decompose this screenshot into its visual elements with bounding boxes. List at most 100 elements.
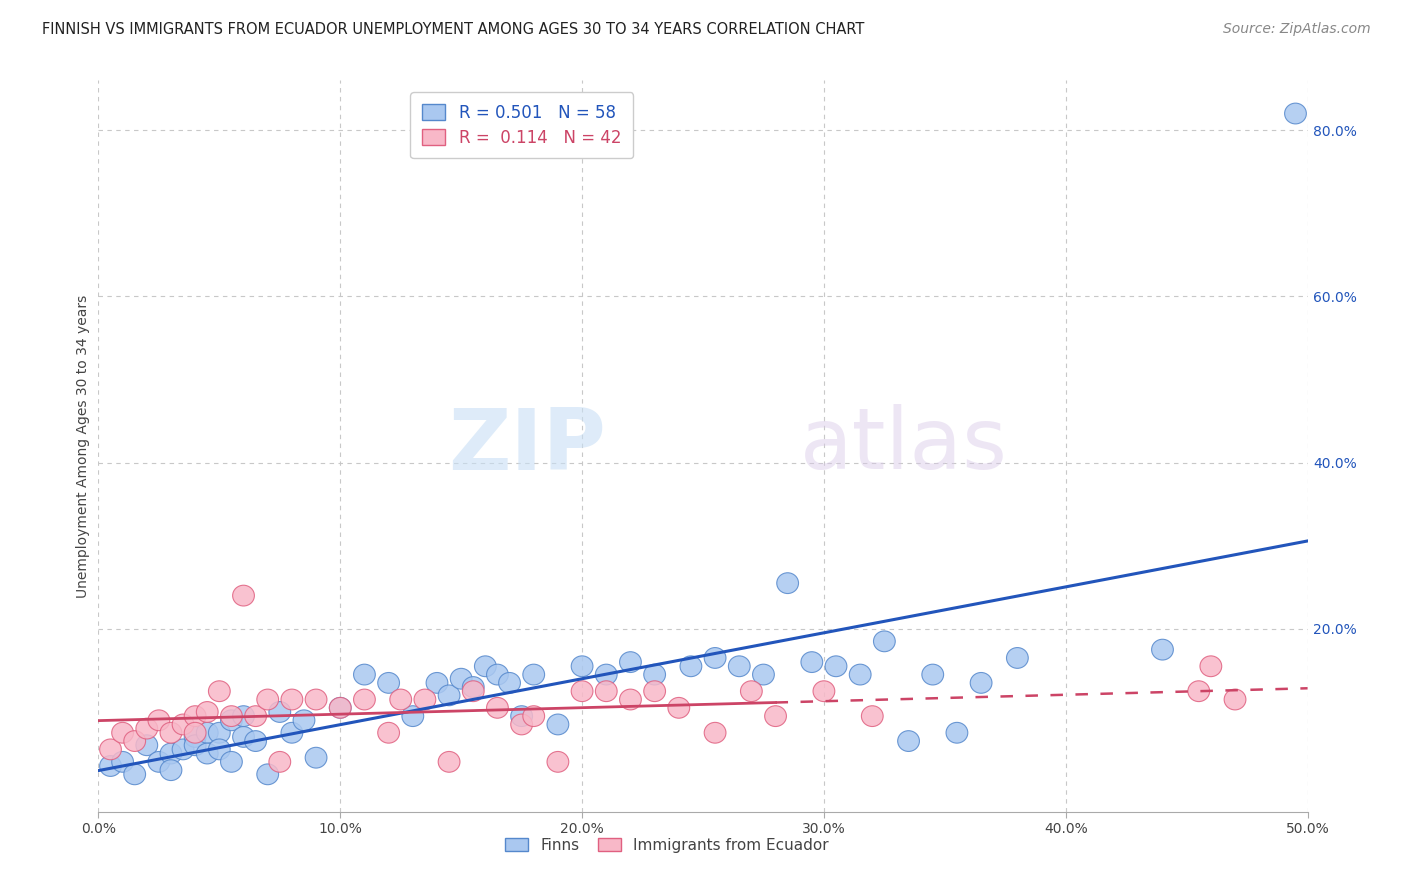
Ellipse shape [439, 685, 460, 706]
Ellipse shape [353, 665, 375, 685]
Ellipse shape [1199, 656, 1222, 677]
Ellipse shape [439, 751, 460, 772]
Ellipse shape [245, 706, 267, 726]
Ellipse shape [873, 631, 896, 652]
Ellipse shape [704, 723, 725, 743]
Ellipse shape [523, 706, 544, 726]
Ellipse shape [922, 665, 943, 685]
Ellipse shape [172, 739, 194, 760]
Ellipse shape [413, 690, 436, 710]
Legend: Finns, Immigrants from Ecuador: Finns, Immigrants from Ecuador [499, 831, 835, 859]
Ellipse shape [402, 706, 423, 726]
Ellipse shape [269, 702, 291, 723]
Ellipse shape [305, 747, 328, 768]
Ellipse shape [136, 718, 157, 739]
Ellipse shape [329, 698, 352, 718]
Ellipse shape [100, 756, 121, 776]
Ellipse shape [389, 690, 412, 710]
Ellipse shape [221, 751, 242, 772]
Ellipse shape [221, 706, 242, 726]
Ellipse shape [681, 656, 702, 677]
Ellipse shape [571, 656, 593, 677]
Ellipse shape [523, 665, 544, 685]
Ellipse shape [897, 731, 920, 751]
Ellipse shape [510, 714, 533, 735]
Ellipse shape [221, 710, 242, 731]
Ellipse shape [124, 764, 146, 785]
Ellipse shape [1007, 648, 1028, 668]
Ellipse shape [1152, 640, 1174, 660]
Ellipse shape [160, 743, 181, 764]
Ellipse shape [305, 690, 328, 710]
Ellipse shape [849, 665, 872, 685]
Ellipse shape [281, 690, 302, 710]
Ellipse shape [100, 739, 121, 760]
Ellipse shape [257, 764, 278, 785]
Ellipse shape [510, 706, 533, 726]
Ellipse shape [595, 665, 617, 685]
Ellipse shape [378, 673, 399, 693]
Ellipse shape [547, 751, 569, 772]
Ellipse shape [486, 698, 509, 718]
Ellipse shape [474, 656, 496, 677]
Ellipse shape [160, 723, 181, 743]
Ellipse shape [197, 743, 218, 764]
Ellipse shape [644, 681, 665, 702]
Ellipse shape [741, 681, 762, 702]
Ellipse shape [644, 665, 665, 685]
Ellipse shape [571, 681, 593, 702]
Ellipse shape [281, 723, 302, 743]
Ellipse shape [232, 726, 254, 747]
Ellipse shape [232, 706, 254, 726]
Ellipse shape [825, 656, 846, 677]
Ellipse shape [292, 710, 315, 731]
Ellipse shape [1188, 681, 1209, 702]
Ellipse shape [124, 731, 146, 751]
Ellipse shape [499, 673, 520, 693]
Ellipse shape [148, 751, 170, 772]
Ellipse shape [184, 706, 207, 726]
Ellipse shape [329, 698, 352, 718]
Ellipse shape [862, 706, 883, 726]
Ellipse shape [197, 702, 218, 723]
Ellipse shape [547, 714, 569, 735]
Ellipse shape [463, 681, 484, 702]
Ellipse shape [463, 677, 484, 698]
Ellipse shape [813, 681, 835, 702]
Ellipse shape [269, 751, 291, 772]
Ellipse shape [668, 698, 690, 718]
Text: ZIP: ZIP [449, 404, 606, 488]
Ellipse shape [946, 723, 967, 743]
Ellipse shape [197, 723, 218, 743]
Ellipse shape [148, 710, 170, 731]
Ellipse shape [620, 652, 641, 673]
Ellipse shape [450, 668, 472, 690]
Ellipse shape [111, 723, 134, 743]
Ellipse shape [184, 723, 207, 743]
Ellipse shape [257, 690, 278, 710]
Ellipse shape [426, 673, 449, 693]
Text: FINNISH VS IMMIGRANTS FROM ECUADOR UNEMPLOYMENT AMONG AGES 30 TO 34 YEARS CORREL: FINNISH VS IMMIGRANTS FROM ECUADOR UNEMP… [42, 22, 865, 37]
Text: atlas: atlas [800, 404, 1008, 488]
Ellipse shape [728, 656, 751, 677]
Ellipse shape [232, 585, 254, 606]
Ellipse shape [208, 739, 231, 760]
Ellipse shape [1225, 690, 1246, 710]
Ellipse shape [620, 690, 641, 710]
Ellipse shape [160, 760, 181, 780]
Ellipse shape [208, 723, 231, 743]
Ellipse shape [776, 573, 799, 593]
Ellipse shape [208, 681, 231, 702]
Ellipse shape [1285, 103, 1306, 124]
Ellipse shape [111, 751, 134, 772]
Ellipse shape [245, 731, 267, 751]
Ellipse shape [704, 648, 725, 668]
Ellipse shape [172, 714, 194, 735]
Ellipse shape [595, 681, 617, 702]
Ellipse shape [970, 673, 993, 693]
Ellipse shape [765, 706, 786, 726]
Ellipse shape [136, 735, 157, 756]
Ellipse shape [378, 723, 399, 743]
Ellipse shape [184, 735, 207, 756]
Ellipse shape [486, 665, 509, 685]
